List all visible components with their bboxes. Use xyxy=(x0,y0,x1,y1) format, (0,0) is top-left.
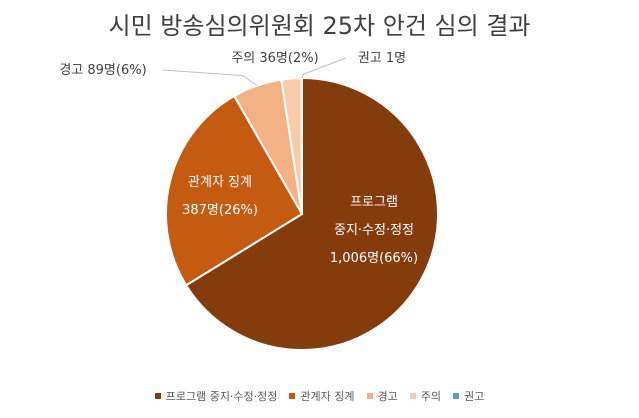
data-label: 387명(26%) xyxy=(182,203,258,218)
data-label: 중지·수정·정정 xyxy=(334,223,414,238)
legend-label: 권고 xyxy=(464,390,485,403)
legend-label: 경고 xyxy=(377,390,398,403)
data-label: 프로그램 xyxy=(350,195,398,210)
legend-swatch xyxy=(453,393,460,399)
pie-slice xyxy=(165,94,304,287)
pie-slice xyxy=(300,76,303,215)
legend-swatch xyxy=(409,393,416,399)
legend-item: 관계자 징계 xyxy=(289,388,355,404)
legend-item: 프로그램 중지·수정·정정 xyxy=(154,388,278,404)
data-label: 주의 36명(2%) xyxy=(231,51,318,66)
data-label: 권고 1명 xyxy=(358,51,406,66)
legend: 프로그램 중지·수정·정정 관계자 징계 경고 주의 권고 xyxy=(0,388,639,404)
legend-swatch xyxy=(366,393,373,399)
data-label: 관계자 징계 xyxy=(188,175,252,190)
legend-label: 프로그램 중지·수정·정정 xyxy=(165,390,278,403)
legend-label: 주의 xyxy=(420,390,442,403)
chart-title: 시민 방송심의위원회 25차 안건 심의 결과 xyxy=(108,12,531,40)
pie-slice xyxy=(184,76,439,351)
legend-item: 권고 xyxy=(453,388,484,404)
data-label: 1,006명(66%) xyxy=(330,251,418,266)
leader-line xyxy=(162,69,258,87)
leader-line xyxy=(301,57,347,79)
legend-item: 경고 xyxy=(366,388,398,404)
data-label: 경고 89명(6%) xyxy=(59,63,146,78)
legend-label: 관계자 징계 xyxy=(300,390,355,403)
legend-swatch xyxy=(154,393,161,399)
legend-item: 주의 xyxy=(409,388,442,404)
legend-swatch xyxy=(289,393,296,399)
